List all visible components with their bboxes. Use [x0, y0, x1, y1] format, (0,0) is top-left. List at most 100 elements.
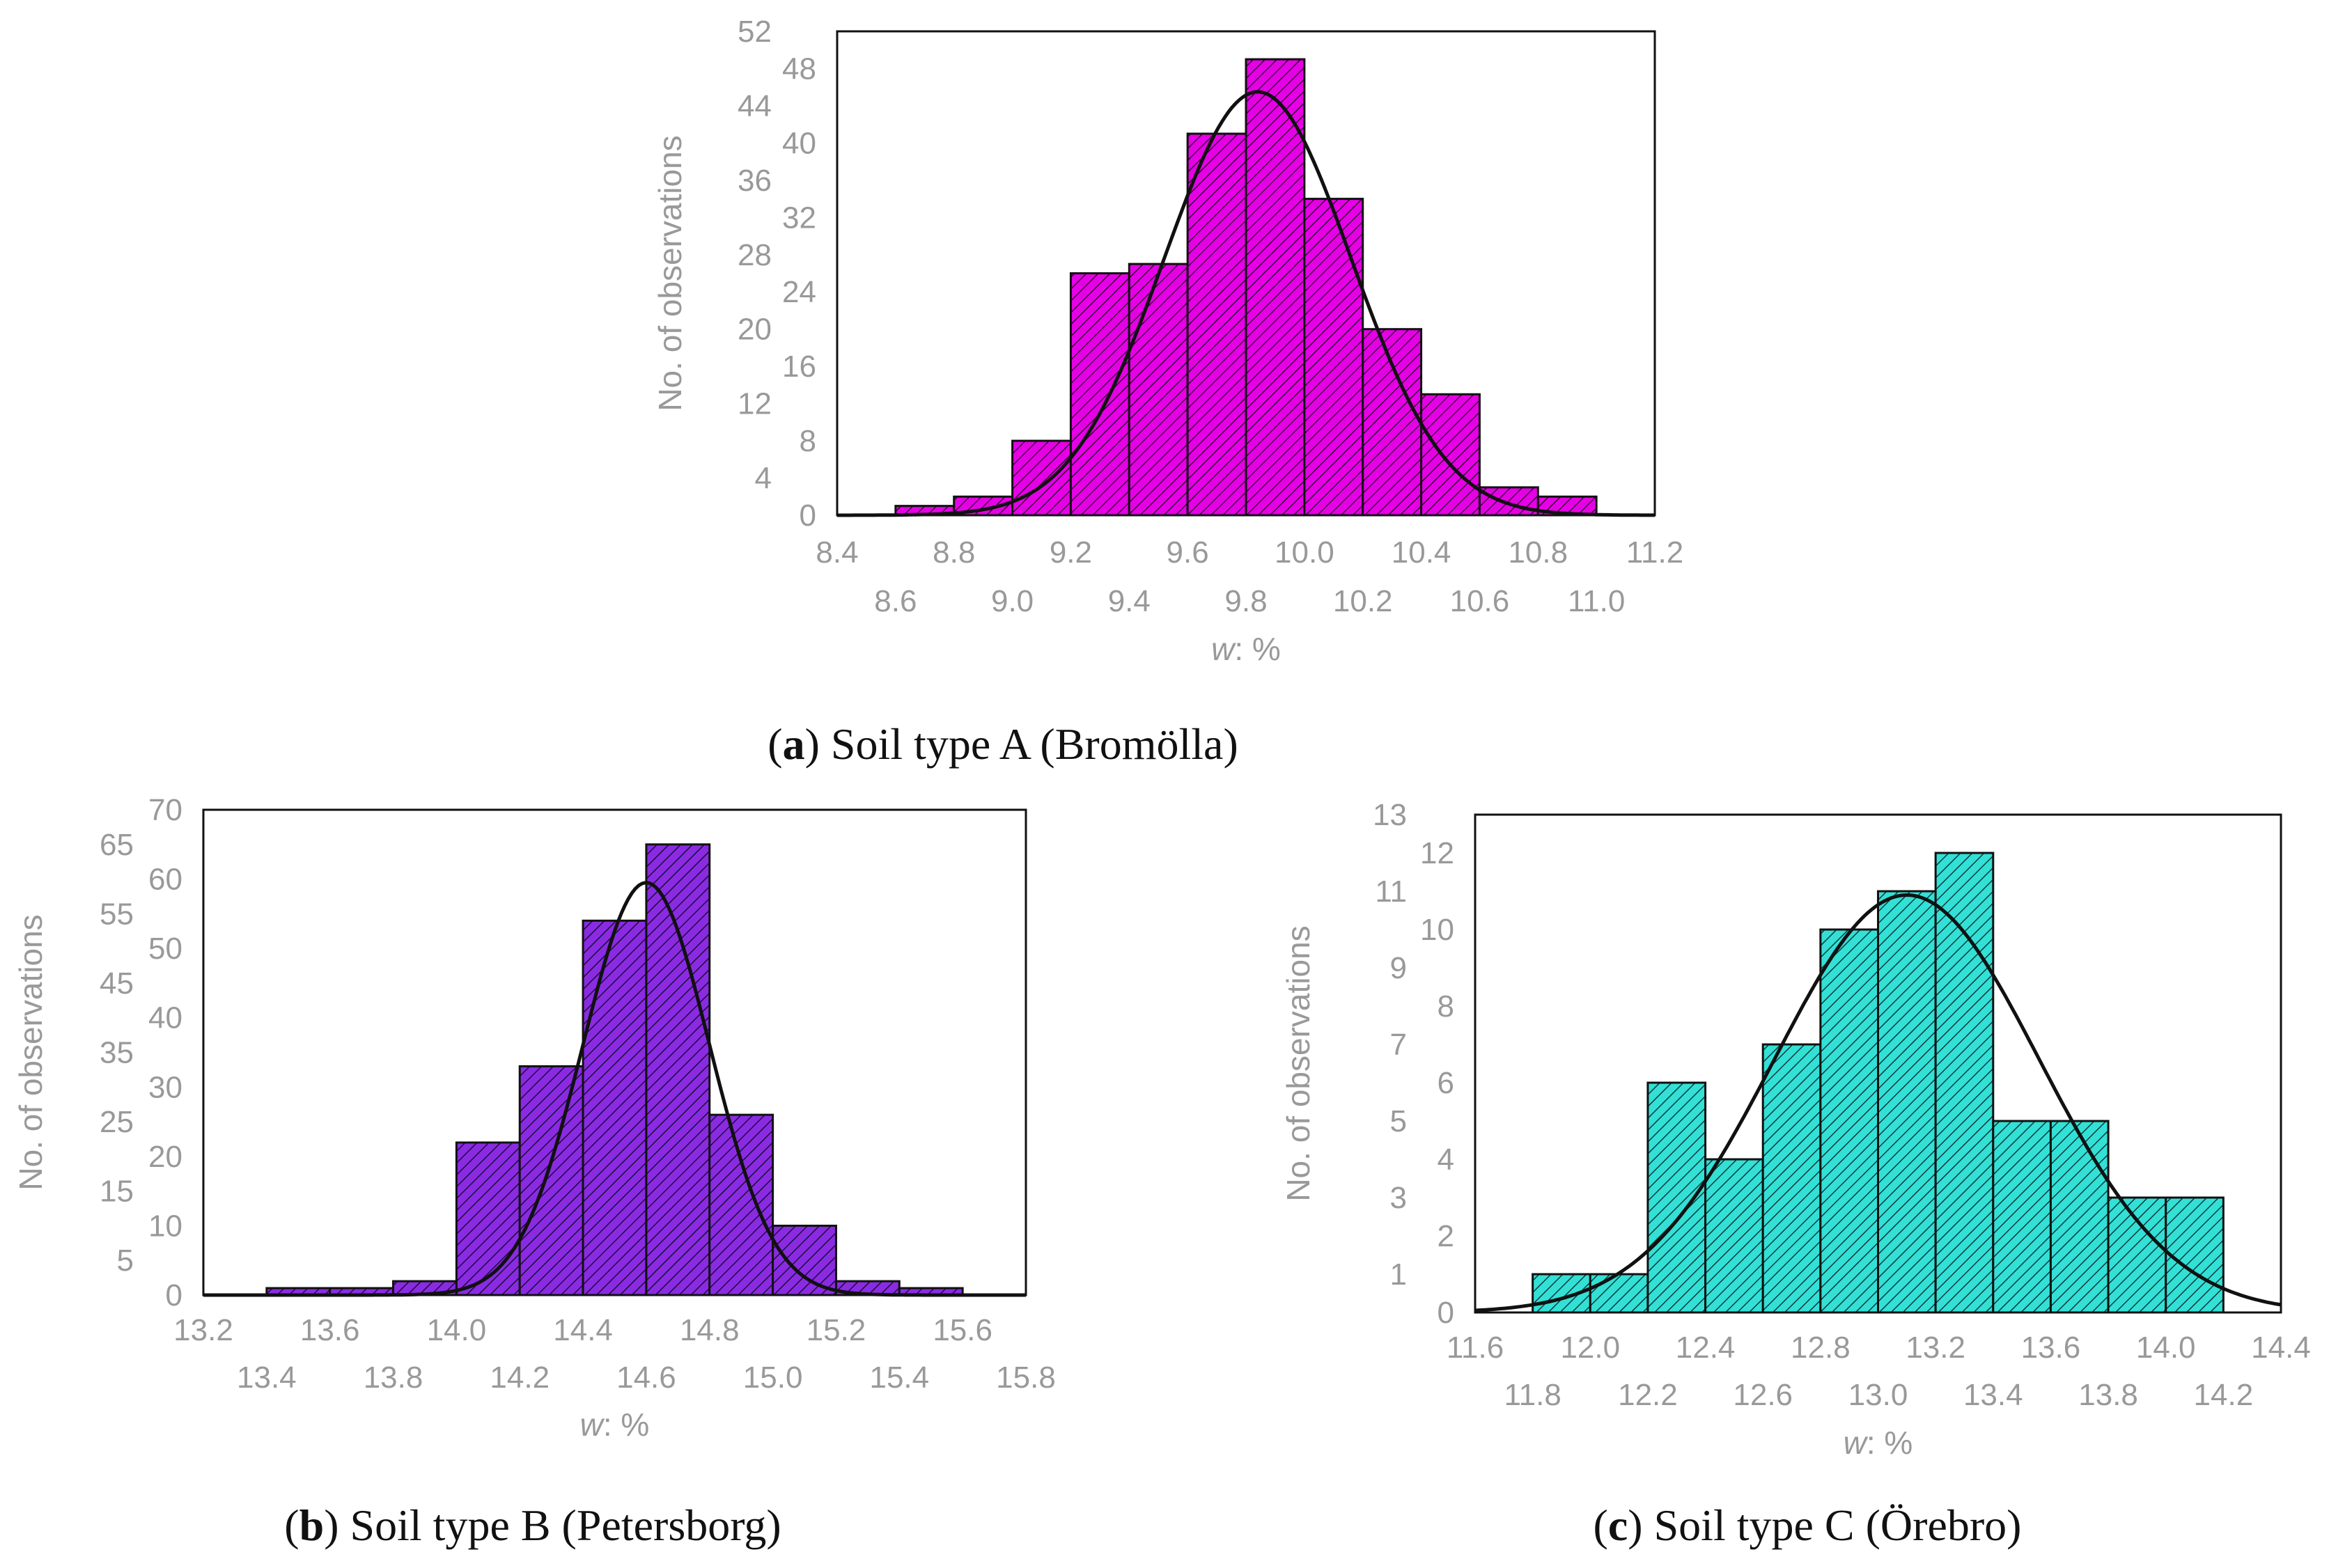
- x-tick-label: 11.0: [1568, 584, 1625, 618]
- histogram-bar: [1992, 1120, 2052, 1314]
- x-tick-label: 14.6: [616, 1361, 676, 1395]
- y-tick-label: 24: [782, 275, 816, 309]
- x-tick-label: 11.8: [1504, 1378, 1561, 1412]
- histogram-bar: [2107, 1196, 2167, 1314]
- histogram-bar: [1303, 198, 1364, 517]
- x-tick-label: 12.0: [1560, 1331, 1620, 1365]
- histogram-bar: [1877, 890, 1937, 1314]
- histogram-bar: [1245, 58, 1306, 517]
- histogram-bar: [645, 843, 711, 1296]
- histogram-bar: [1704, 1158, 1764, 1314]
- histogram-bar: [2165, 1196, 2225, 1314]
- x-tick-label: 14.2: [490, 1361, 550, 1395]
- y-tick-label: 25: [100, 1105, 134, 1139]
- x-tick-label: 13.8: [2078, 1378, 2138, 1412]
- y-tick-label: 4: [1438, 1143, 1454, 1177]
- y-tick-label: 45: [100, 966, 134, 1001]
- x-tick-label: 14.0: [2136, 1331, 2196, 1365]
- x-axis-title: w: %: [1844, 1425, 1913, 1461]
- y-tick-label: 2: [1438, 1219, 1454, 1253]
- x-tick-label: 11.2: [1626, 535, 1683, 570]
- y-tick-label: 30: [148, 1070, 182, 1104]
- y-tick-label: 5: [1390, 1104, 1407, 1138]
- y-tick-label: 10: [1420, 913, 1454, 947]
- x-tick-label: 13.0: [1848, 1378, 1908, 1412]
- y-tick-label: 40: [148, 1001, 182, 1035]
- x-tick-label: 10.4: [1392, 535, 1451, 570]
- normal-fit-curve: [837, 90, 1655, 517]
- y-tick-label: 8: [1438, 989, 1454, 1024]
- x-tick-label: 15.4: [869, 1361, 929, 1395]
- x-tick-label: 9.2: [1050, 535, 1092, 570]
- x-axis-title: w: %: [580, 1406, 650, 1443]
- x-tick-label: 9.4: [1108, 584, 1151, 618]
- y-tick-label: 1: [1390, 1257, 1407, 1292]
- x-tick-label: 12.4: [1676, 1331, 1736, 1365]
- y-tick-label: 60: [148, 863, 182, 897]
- y-tick-label: 13: [1373, 798, 1407, 832]
- y-tick-label: 28: [738, 238, 772, 272]
- histogram-panel-a: 8.4 8.8 9.2 9.6 10.0 10.4 10.8 11.2 8.6 9.0 9.4 9.8…: [652, 15, 1683, 667]
- normal-fit-curve: [1474, 893, 2282, 1312]
- y-tick-label: 65: [100, 828, 134, 862]
- x-tick-label: 14.2: [2194, 1378, 2254, 1412]
- y-tick-label: 48: [782, 52, 816, 86]
- histogram-bar: [1819, 928, 1880, 1314]
- y-tick-label: 3: [1390, 1181, 1407, 1215]
- y-tick-label: 4: [755, 462, 772, 496]
- y-tick-label: 6: [1438, 1066, 1454, 1100]
- x-tick-label: 15.2: [807, 1313, 866, 1347]
- y-tick-label: 11: [1375, 875, 1407, 909]
- x-tick-label: 9.8: [1224, 584, 1267, 618]
- y-tick-label: 36: [738, 164, 772, 198]
- y-tick-label: 12: [1420, 836, 1454, 870]
- histogram-bar: [1362, 328, 1423, 517]
- x-tick-label: 12.6: [1733, 1378, 1793, 1412]
- y-tick-label: 10: [148, 1209, 182, 1243]
- y-tick-label: 0: [800, 499, 816, 533]
- x-tick-label: 8.6: [874, 584, 917, 618]
- y-tick-label: 9: [1390, 951, 1407, 985]
- x-tick-label: 11.6: [1447, 1331, 1504, 1365]
- x-tick-label: 15.6: [933, 1313, 992, 1347]
- histogram-bar: [1478, 486, 1539, 517]
- y-axis-title: No. of observations: [652, 135, 688, 411]
- y-tick-label: 16: [782, 350, 816, 384]
- x-axis-title: w: %: [1211, 631, 1281, 667]
- x-tick-label: 13.2: [1906, 1331, 1965, 1365]
- y-axis-title: No. of observations: [1280, 925, 1316, 1201]
- x-tick-label: 9.0: [991, 584, 1034, 618]
- x-tick-label: 8.8: [933, 535, 975, 570]
- x-tick-label: 13.8: [364, 1361, 423, 1395]
- histogram-bar: [1589, 1273, 1649, 1314]
- histogram-bar: [518, 1065, 584, 1296]
- y-tick-label: 20: [148, 1140, 182, 1174]
- x-tick-label: 13.4: [1963, 1378, 2023, 1412]
- x-tick-label: 10.6: [1450, 584, 1510, 618]
- x-tick-label: 14.4: [2251, 1331, 2311, 1365]
- histogram-bar: [582, 919, 648, 1296]
- normal-fit-curve: [203, 881, 1026, 1297]
- x-tick-label: 14.8: [680, 1313, 740, 1347]
- histogram-bar: [1011, 439, 1072, 517]
- x-tick-label: 15.0: [743, 1361, 803, 1395]
- y-tick-label: 7: [1390, 1028, 1407, 1062]
- y-tick-label: 12: [738, 387, 772, 421]
- caption-a: (a) Soil type A (Bromölla): [768, 719, 1238, 769]
- y-tick-label: 50: [148, 932, 182, 966]
- histogram-panel-b: 13.2 13.6 14.0 14.4 14.8 15.2 15.6 13.4 13.8 14.2…: [13, 793, 1056, 1443]
- histogram-bar: [2049, 1120, 2110, 1314]
- histogram-bar: [1761, 1043, 1822, 1314]
- x-tick-label: 10.2: [1333, 584, 1393, 618]
- histogram-bar: [1128, 262, 1189, 517]
- x-tick-label: 13.4: [237, 1361, 297, 1395]
- y-tick-label: 44: [738, 89, 772, 123]
- x-tick-label: 8.4: [816, 535, 858, 570]
- x-tick-label: 13.6: [300, 1313, 360, 1347]
- y-tick-label: 15: [100, 1175, 134, 1209]
- histogram-bar: [1069, 272, 1130, 517]
- y-tick-label: 35: [100, 1036, 134, 1070]
- y-tick-label: 55: [100, 897, 134, 931]
- histogram-bar: [1934, 852, 1995, 1314]
